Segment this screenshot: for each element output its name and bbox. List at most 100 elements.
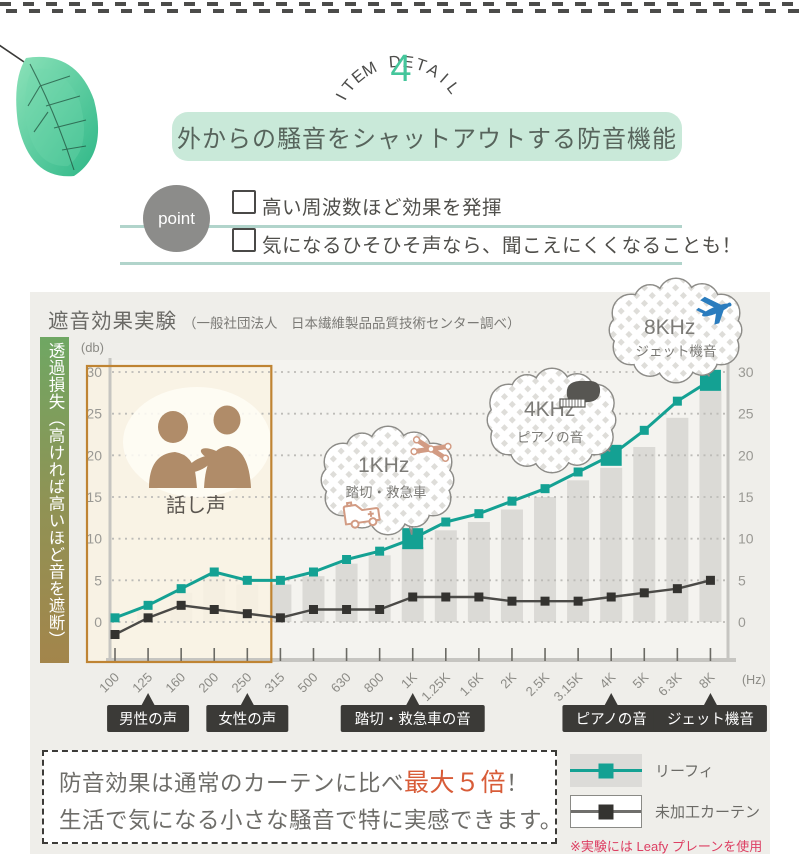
- chart-title: 遮音効果実験: [48, 310, 177, 333]
- item-detail-letter: I: [332, 90, 351, 104]
- bubble-desc-label: ピアノの音: [517, 429, 583, 445]
- legend-label: リーフィ: [655, 763, 714, 780]
- plain-curtain-swatch-icon: [570, 795, 642, 828]
- bubble-1khz: 1KHz 踏切・救急車: [320, 425, 455, 536]
- plain-curtain-line: [110, 575, 715, 639]
- point-item-1: 高い周波数ほど効果を発揮: [262, 197, 503, 219]
- axis-badge-1K: 踏切・救急車の音: [340, 693, 485, 732]
- svg-text:5: 5: [738, 572, 746, 588]
- leafy-swatch-icon: [570, 754, 642, 787]
- bubble-8khz: 8KHz ジェット機音: [608, 277, 743, 384]
- svg-text:100: 100: [96, 670, 122, 696]
- people-silhouette-icon: [149, 405, 251, 488]
- checkbox-icon: [232, 228, 256, 252]
- svg-text:1.6K: 1.6K: [456, 669, 486, 699]
- svg-text:5K: 5K: [630, 669, 652, 691]
- svg-text:0: 0: [94, 614, 102, 630]
- svg-text:315: 315: [262, 670, 288, 696]
- chart-title-note: （一般社団法人 日本繊維製品品質技術センター調べ）: [183, 316, 521, 331]
- y-axis-label: 透過損失（高ければ高いほど音を遮断）: [40, 337, 69, 663]
- top-dashed-border-row1: [0, 2, 800, 6]
- svg-text:200: 200: [195, 670, 221, 696]
- svg-text:2K: 2K: [497, 669, 519, 691]
- svg-text:5: 5: [94, 572, 102, 588]
- legend-label: 未加工カーテン: [655, 804, 761, 821]
- svg-text:ジェット機音: ジェット機音: [667, 711, 754, 728]
- x-unit-label: (Hz): [742, 673, 766, 687]
- claim-line1-suffix: ！: [506, 771, 530, 796]
- chart-panel: 遮音効果実験 （一般社団法人 日本繊維製品品質技術センター調べ） 透過損失（高け…: [30, 277, 770, 855]
- chart-legend: リーフィ 未加工カーテン ※実験には Leafy プレーンを使用: [570, 754, 762, 855]
- axis-badge-4K: ピアノの音: [562, 693, 660, 732]
- talk-region-label: 話し声: [166, 494, 226, 517]
- svg-text:125: 125: [129, 670, 155, 696]
- legend-note: ※実験には Leafy プレーンを使用: [570, 839, 763, 854]
- leaf-graphic: [0, 44, 99, 177]
- svg-text:男性の声: 男性の声: [119, 710, 177, 728]
- svg-text:630: 630: [328, 670, 354, 696]
- talk-region-border: [85, 364, 273, 664]
- item-detail-letter: T: [413, 55, 429, 76]
- item-detail-letter: I: [436, 70, 452, 87]
- y-unit-label: (db): [81, 340, 104, 355]
- claim-highlight: 最大５倍: [404, 769, 507, 797]
- svg-text:30: 30: [738, 364, 754, 380]
- svg-text:10: 10: [86, 531, 102, 547]
- chart-header: 遮音効果実験 （一般社団法人 日本繊維製品品質技術センター調べ）: [48, 304, 521, 334]
- axis-badge-125: 男性の声: [107, 693, 190, 732]
- item-detail-letter: M: [359, 58, 380, 81]
- svg-text:2.5K: 2.5K: [523, 669, 553, 699]
- legend-item-plain-curtain: 未加工カーテン: [570, 795, 762, 828]
- claim-line1-prefix: 防音効果は通常のカーテンに比べ: [59, 771, 405, 796]
- item-detail-letter: A: [423, 60, 443, 82]
- ambulance-icon: [342, 501, 381, 529]
- svg-text:500: 500: [295, 670, 321, 696]
- legend-item-leafy: リーフィ: [570, 754, 762, 787]
- claim-line2: 生活で気になる小さな騒音で特に実感できます。: [59, 808, 563, 833]
- svg-text:3.15K: 3.15K: [551, 669, 586, 704]
- svg-text:250: 250: [228, 670, 254, 696]
- item-detail-letter: E: [348, 66, 369, 88]
- airplane-icon: [696, 296, 732, 325]
- svg-text:ピアノの音: ピアノの音: [576, 711, 647, 728]
- svg-text:20: 20: [86, 447, 102, 463]
- svg-text:0: 0: [738, 614, 746, 630]
- claim-box: 防音効果は通常のカーテンに比べ最大５倍！ 生活で気になる小さな騒音で特に実感でき…: [42, 750, 562, 844]
- piano-icon: [559, 381, 601, 408]
- bubble-freq-label: 1KHz: [358, 454, 409, 477]
- y-tick-labels: 0 0 5 5 10 10 15 15 20 20 25 25 30 30: [86, 364, 753, 630]
- svg-text:10: 10: [738, 531, 754, 547]
- svg-text:160: 160: [162, 670, 188, 696]
- point-underline-2: [120, 262, 682, 265]
- axis-badge-8K: ジェット機音: [653, 693, 767, 732]
- sound-insulation-chart: 0 0 5 5 10 10 15 15 20 20 25 25 30 30 (db) (Hz) 100 125 16…: [81, 277, 767, 732]
- svg-text:800: 800: [361, 670, 387, 696]
- top-dashed-border-row2: [0, 9, 800, 13]
- leafy-line: [110, 369, 721, 623]
- item-detail-letter: L: [442, 79, 463, 98]
- svg-text:30: 30: [86, 364, 102, 380]
- point-badge: point: [143, 185, 210, 252]
- axis-badge-250: 女性の声: [206, 693, 289, 732]
- svg-text:25: 25: [738, 406, 754, 422]
- item-detail-number: 4: [390, 48, 412, 90]
- checkbox-icon: [232, 190, 256, 214]
- svg-text:15: 15: [738, 489, 754, 505]
- svg-text:25: 25: [86, 406, 102, 422]
- item-detail-letter: T: [338, 76, 360, 96]
- section-title-banner: 外からの騒音をシャットアウトする防音機能: [172, 112, 682, 161]
- railroad-crossing-icon: [410, 436, 452, 462]
- svg-text:4K: 4K: [596, 669, 618, 691]
- bubble-freq-label: 8KHz: [644, 316, 695, 339]
- svg-text:15: 15: [86, 489, 102, 505]
- bubble-desc-label: ジェット機音: [636, 343, 717, 359]
- bubble-desc-label: 踏切・救急車: [346, 485, 427, 500]
- svg-text:踏切・救急車の音: 踏切・救急車の音: [355, 711, 471, 728]
- svg-text:20: 20: [738, 447, 754, 463]
- point-item-2: 気になるひそひそ声なら、聞こえにくくなることも！: [262, 235, 742, 257]
- svg-text:1.25K: 1.25K: [418, 669, 453, 704]
- point-underline-1: [120, 225, 682, 228]
- svg-text:1K: 1K: [398, 669, 420, 691]
- svg-text:6.3K: 6.3K: [655, 669, 685, 699]
